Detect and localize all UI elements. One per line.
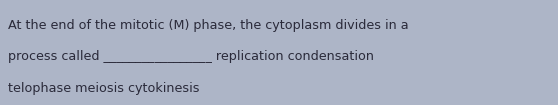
Text: telophase meiosis cytokinesis: telophase meiosis cytokinesis [8, 82, 200, 95]
Text: At the end of the mitotic (M) phase, the cytoplasm divides in a: At the end of the mitotic (M) phase, the… [8, 19, 409, 32]
Text: process called _________________ replication condensation: process called _________________ replica… [8, 50, 374, 63]
